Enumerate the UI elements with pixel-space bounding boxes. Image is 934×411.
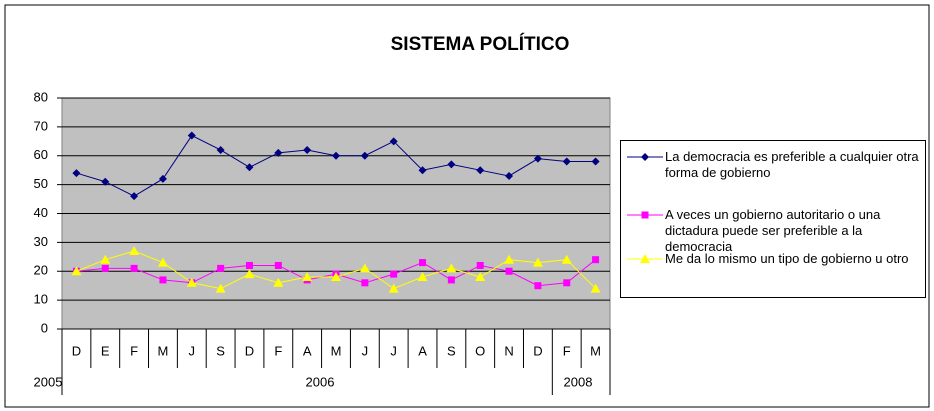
marker [216, 145, 225, 154]
marker [274, 261, 282, 269]
marker [641, 153, 649, 161]
marker [418, 166, 427, 175]
x-tick-label: D [72, 343, 81, 358]
marker [504, 254, 515, 264]
marker [475, 272, 486, 282]
y-tick-label: 20 [34, 263, 48, 278]
x-tick-label: M [331, 343, 342, 358]
x-tick-label: D [245, 343, 254, 358]
y-tick-label: 70 [34, 118, 48, 133]
marker [505, 171, 514, 180]
marker [592, 256, 600, 264]
marker [590, 283, 601, 293]
marker [388, 283, 399, 293]
marker [640, 254, 650, 263]
marker [361, 279, 369, 287]
x-tick-label: J [390, 343, 397, 358]
y-tick-label: 50 [34, 176, 48, 191]
marker [130, 192, 139, 201]
marker [331, 272, 341, 282]
marker [100, 254, 111, 264]
x-tick-label: M [158, 343, 169, 358]
x-tick-label: E [101, 343, 110, 358]
x-tick-label: O [475, 343, 485, 358]
marker [274, 148, 283, 157]
x-tick-label: F [130, 343, 138, 358]
legend: La democracia es preferible a cualquier … [620, 140, 926, 298]
marker [360, 151, 369, 160]
y-tick-label: 40 [34, 205, 48, 220]
marker [591, 157, 600, 166]
x-tick-label: J [189, 343, 196, 358]
marker [446, 263, 457, 273]
marker [130, 264, 138, 272]
legend-label: Me da lo mismo un tipo de gobierno u otr… [665, 251, 909, 266]
marker [101, 264, 109, 272]
y-tick-label: 60 [34, 147, 48, 162]
marker [389, 137, 398, 146]
marker [245, 163, 254, 172]
y-tick-label: 0 [41, 320, 48, 335]
year-label: 2005 [34, 374, 63, 389]
marker [505, 267, 513, 275]
x-tick-label: A [303, 343, 312, 358]
marker [159, 276, 167, 284]
marker [359, 263, 370, 273]
legend-label: La democracia es preferible a cualquier … [665, 149, 919, 180]
marker [158, 174, 167, 183]
marker [447, 160, 456, 169]
year-label: 2008 [564, 374, 593, 389]
marker [641, 211, 649, 219]
marker [303, 145, 312, 154]
x-tick-label: S [216, 343, 225, 358]
marker [245, 261, 253, 269]
x-tick-label: D [533, 343, 542, 358]
marker [186, 277, 197, 287]
marker [532, 257, 543, 267]
year-label: 2006 [306, 374, 335, 389]
x-tick-label: F [563, 343, 571, 358]
y-tick-label: 80 [34, 89, 48, 104]
marker [332, 151, 340, 160]
marker [534, 282, 542, 290]
marker [217, 264, 225, 272]
legend-swatch [627, 211, 663, 219]
marker [419, 259, 427, 267]
marker [447, 276, 455, 284]
legend-swatch [627, 153, 663, 161]
marker [72, 169, 81, 178]
marker [157, 257, 168, 267]
chart-title: SISTEMA POLÍTICO [391, 33, 570, 55]
x-tick-label: J [362, 343, 369, 358]
marker [129, 246, 140, 256]
legend-label: A veces un gobierno autoritario o una di… [665, 207, 881, 254]
marker [302, 272, 313, 282]
marker [215, 283, 226, 293]
x-tick-label: F [274, 343, 282, 358]
x-tick-label: M [590, 343, 601, 358]
marker [244, 269, 255, 279]
x-tick-label: N [504, 343, 513, 358]
y-tick-label: 10 [34, 292, 48, 307]
marker [563, 279, 571, 287]
marker [390, 270, 398, 278]
x-tick-label: S [447, 343, 456, 358]
marker [71, 266, 82, 276]
marker [476, 261, 484, 269]
marker [476, 166, 485, 175]
marker [533, 154, 542, 163]
x-tick-label: A [418, 343, 427, 358]
legend-swatch [627, 254, 663, 263]
marker [561, 254, 572, 264]
marker [273, 277, 284, 287]
marker [562, 157, 571, 166]
marker [417, 272, 428, 282]
marker [101, 177, 110, 186]
y-tick-label: 30 [34, 234, 48, 249]
marker [187, 131, 196, 140]
